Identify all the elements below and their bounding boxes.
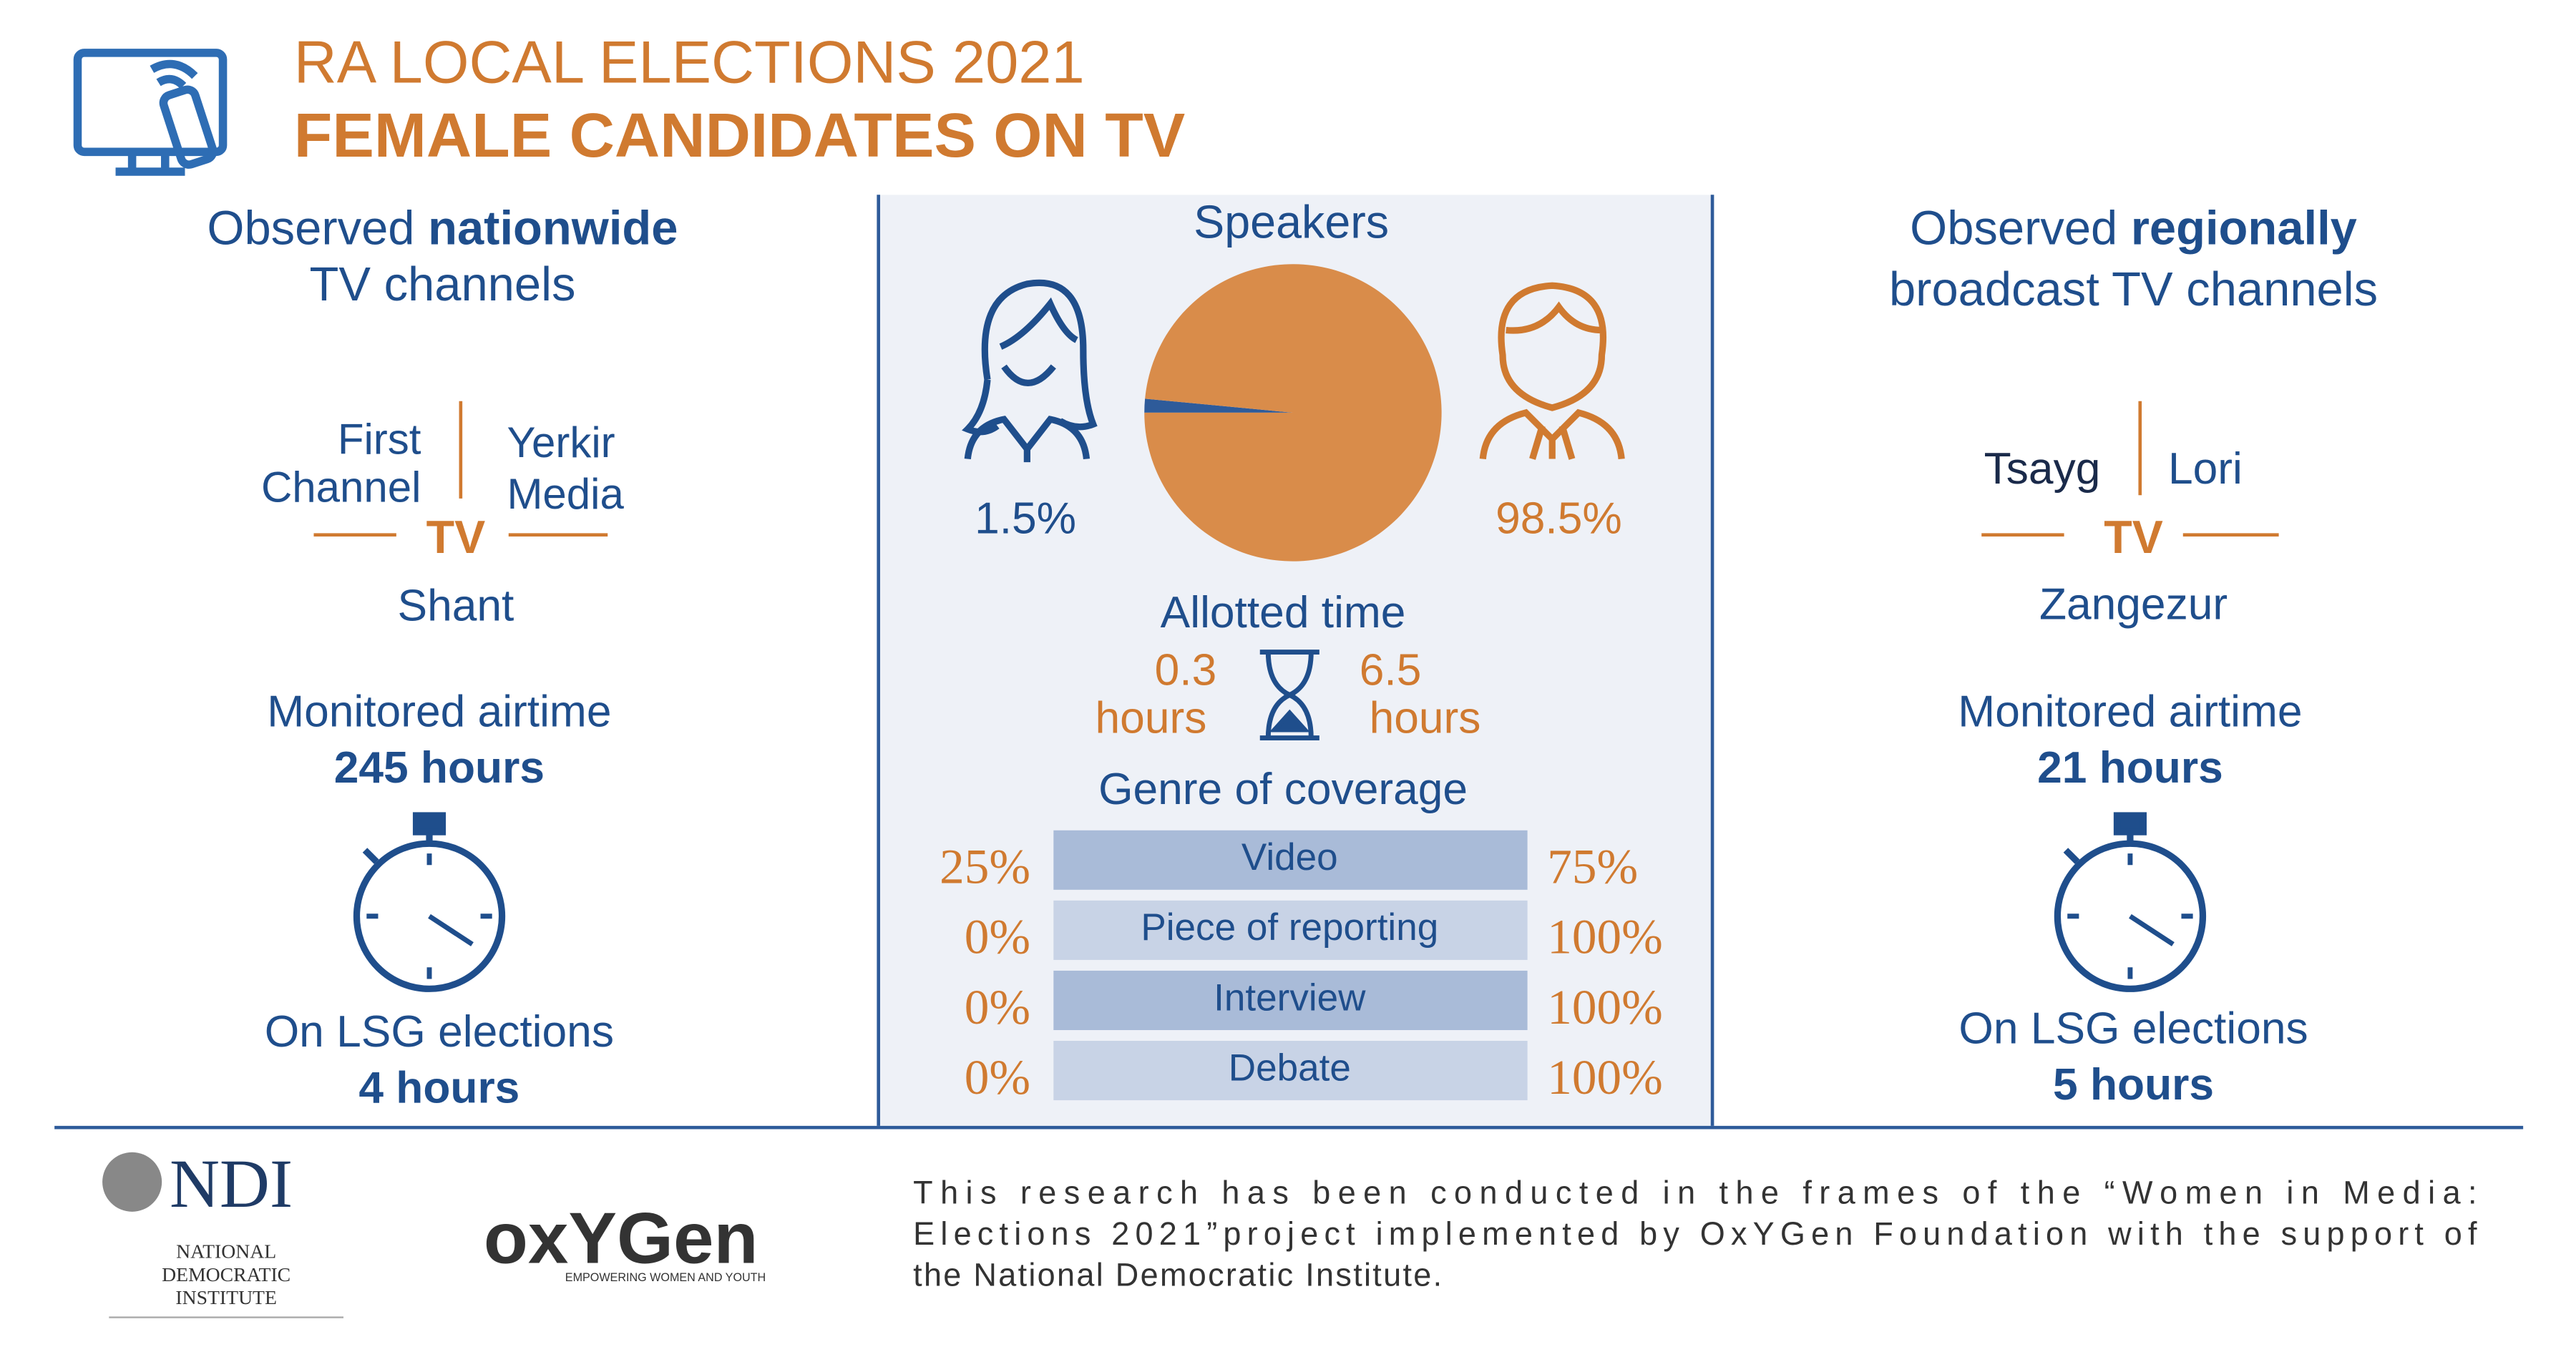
pie	[1144, 264, 1442, 562]
ndi-name: INSTITUTE	[175, 1286, 276, 1308]
male-share: 100%	[1547, 1049, 1663, 1104]
channel: Media	[507, 470, 624, 518]
channel: First	[338, 416, 421, 464]
genre-bar	[1053, 1041, 1528, 1101]
value-label: 98.5%	[1496, 494, 1622, 543]
hourglass-icon	[1259, 650, 1319, 740]
man-icon	[1479, 282, 1625, 460]
heading-part: Observed	[207, 202, 428, 255]
genre-label: Debate	[1229, 1047, 1351, 1089]
stopwatch-icon	[353, 812, 506, 992]
channel: Yerkir	[507, 418, 615, 466]
genre-bar	[1053, 900, 1528, 960]
globe-icon	[102, 1152, 162, 1212]
genre-label: Piece of reporting	[1141, 906, 1438, 949]
lsg: 4 hours	[358, 1064, 519, 1113]
ndi-logo: NDI	[170, 1145, 293, 1222]
time-female: hours	[1096, 694, 1207, 743]
tv-label: TV	[426, 511, 486, 563]
heading: Observed regionally	[1910, 202, 2357, 255]
channel: Zangezur	[2039, 579, 2228, 629]
heading-part: Observed	[1910, 202, 2131, 255]
lsg-label: On LSG elections	[265, 1007, 614, 1057]
footer-text: the National Democratic Institute.	[913, 1257, 1443, 1293]
pie-slice	[1144, 398, 1293, 413]
time-male: 6.5	[1360, 646, 1422, 695]
stopwatch-icon	[2054, 812, 2207, 992]
woman-icon	[962, 279, 1098, 463]
heading-line: broadcast TV channels	[1889, 263, 2378, 316]
male-share: 100%	[1547, 979, 1663, 1034]
female-share: 0%	[965, 909, 1030, 964]
tv-label: TV	[2104, 511, 2163, 563]
genre-label: Interview	[1214, 976, 1366, 1019]
lsg-label: On LSG elections	[1958, 1004, 2308, 1053]
oxygen-tag: EMPOWERING WOMEN AND YOUTH	[565, 1271, 766, 1284]
time-male: hours	[1370, 694, 1481, 743]
airtime: 21 hours	[2037, 743, 2223, 793]
tv-icon	[73, 49, 228, 176]
pie-slice	[1144, 264, 1442, 562]
channel: Tsayg	[1984, 444, 2101, 494]
female-share: 25%	[940, 839, 1030, 894]
airtime-label: Monitored airtime	[1958, 687, 2302, 736]
airtime: 245 hours	[334, 743, 545, 793]
value-label: 1.5%	[975, 494, 1076, 543]
title: RA LOCAL ELECTIONS 2021	[294, 29, 1085, 95]
genre-title: Genre of coverage	[1098, 765, 1468, 814]
genre-label: Video	[1241, 836, 1338, 878]
ndi-name: DEMOCRATIC	[162, 1263, 291, 1285]
airtime-label: Monitored airtime	[267, 687, 611, 736]
oxygen-logo: oxYGen	[484, 1197, 758, 1278]
genre-bar	[1053, 970, 1528, 1030]
time-title: Allotted time	[1161, 588, 1406, 637]
pie-title: Speakers	[1194, 196, 1389, 248]
female-share: 0%	[965, 1049, 1030, 1104]
male-share: 75%	[1547, 839, 1638, 894]
channel: Lori	[2168, 444, 2243, 494]
male-share: 100%	[1547, 909, 1663, 964]
subtitle: FEMALE CANDIDATES ON TV	[294, 100, 1185, 170]
heading-bold: regionally	[2131, 202, 2357, 255]
heading-line: TV channels	[310, 258, 576, 311]
genre-table: Video 25% 75% Piece of reporting 0% 100% Inter…	[940, 830, 1663, 1104]
female-share: 0%	[965, 979, 1030, 1034]
lsg: 5 hours	[2053, 1060, 2214, 1109]
time-female: 0.3	[1155, 646, 1217, 695]
heading-bold: nationwide	[428, 202, 678, 255]
heading: Observed nationwide	[207, 202, 678, 255]
channel: Shant	[398, 582, 514, 631]
channel: Channel	[261, 464, 421, 511]
ndi-name: NATIONAL	[176, 1240, 276, 1262]
genre-bar	[1053, 830, 1528, 890]
